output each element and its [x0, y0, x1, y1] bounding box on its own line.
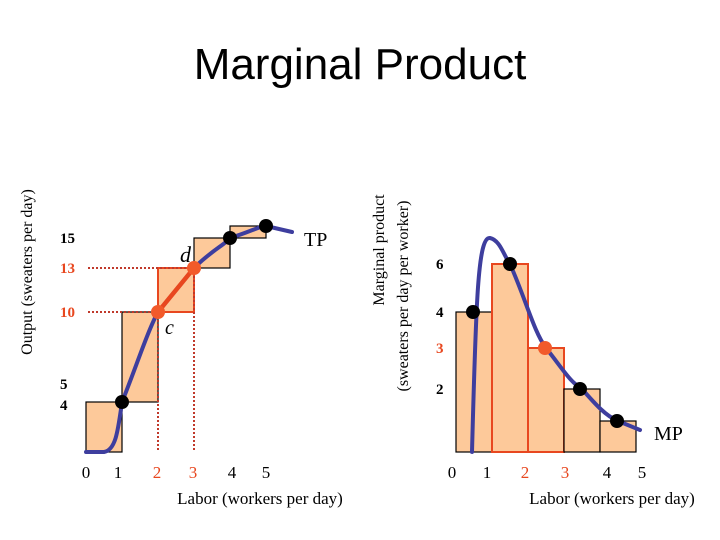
mp-x-tick-label: 4	[603, 463, 612, 482]
mp-series-label: MP	[654, 423, 683, 445]
mp-y-tick-label: 2	[436, 382, 444, 398]
mp-x-tick-label: 5	[638, 463, 647, 482]
mp-x-axis-title: Labor (workers per day)	[529, 489, 695, 508]
mp-data-point	[573, 382, 587, 396]
annotation-c: c	[165, 317, 174, 339]
mp-data-point	[466, 305, 480, 319]
mp-x-tick-label: 0	[448, 463, 457, 482]
page-title: Marginal Product	[193, 40, 527, 89]
tp-data-point	[259, 219, 273, 233]
mp-x-tick-label: 2	[521, 463, 530, 482]
tp-y-tick-label: 15	[60, 231, 75, 247]
tp-curve-highlight-segment	[155, 265, 197, 315]
tp-series-label: TP	[304, 229, 327, 251]
tp-data-point	[151, 305, 165, 319]
mp-y-axis-title-line2: (sweaters per day per worker)	[395, 200, 412, 391]
mp-y-tick-label: 3	[436, 341, 444, 357]
mp-y-axis-title-line1: Marginal product	[371, 194, 388, 306]
mp-data-point	[538, 341, 552, 355]
tp-y-tick-label: 5	[60, 377, 68, 393]
tp-y-tick-label: 10	[60, 305, 75, 321]
tp-x-axis-title: Labor (workers per day)	[177, 489, 343, 508]
mp-y-tick-label: 4	[436, 305, 444, 321]
tp-x-tick-label: 4	[228, 463, 237, 482]
mp-x-tick-label: 3	[561, 463, 570, 482]
tp-data-point	[187, 261, 201, 275]
mp-y-tick-label: 6	[436, 257, 444, 273]
tp-x-tick-label: 2	[153, 463, 162, 482]
tp-x-tick-label: 3	[189, 463, 198, 482]
tp-y-axis-title: Output (sweaters per day)	[19, 189, 36, 355]
tp-data-point	[115, 395, 129, 409]
tp-x-tick-label: 1	[114, 463, 123, 482]
tp-data-point	[223, 231, 237, 245]
mp-data-point	[610, 414, 624, 428]
mp-bar	[563, 388, 601, 453]
tp-y-tick-label: 13	[60, 261, 75, 277]
mp-x-tick-label: 1	[483, 463, 492, 482]
tp-step-bar	[85, 401, 123, 453]
mp-data-point	[503, 257, 517, 271]
tp-y-tick-label: 4	[60, 398, 68, 414]
tp-x-tick-label: 5	[262, 463, 271, 482]
annotation-d: d	[180, 242, 192, 267]
tp-x-tick-label: 0	[82, 463, 91, 482]
